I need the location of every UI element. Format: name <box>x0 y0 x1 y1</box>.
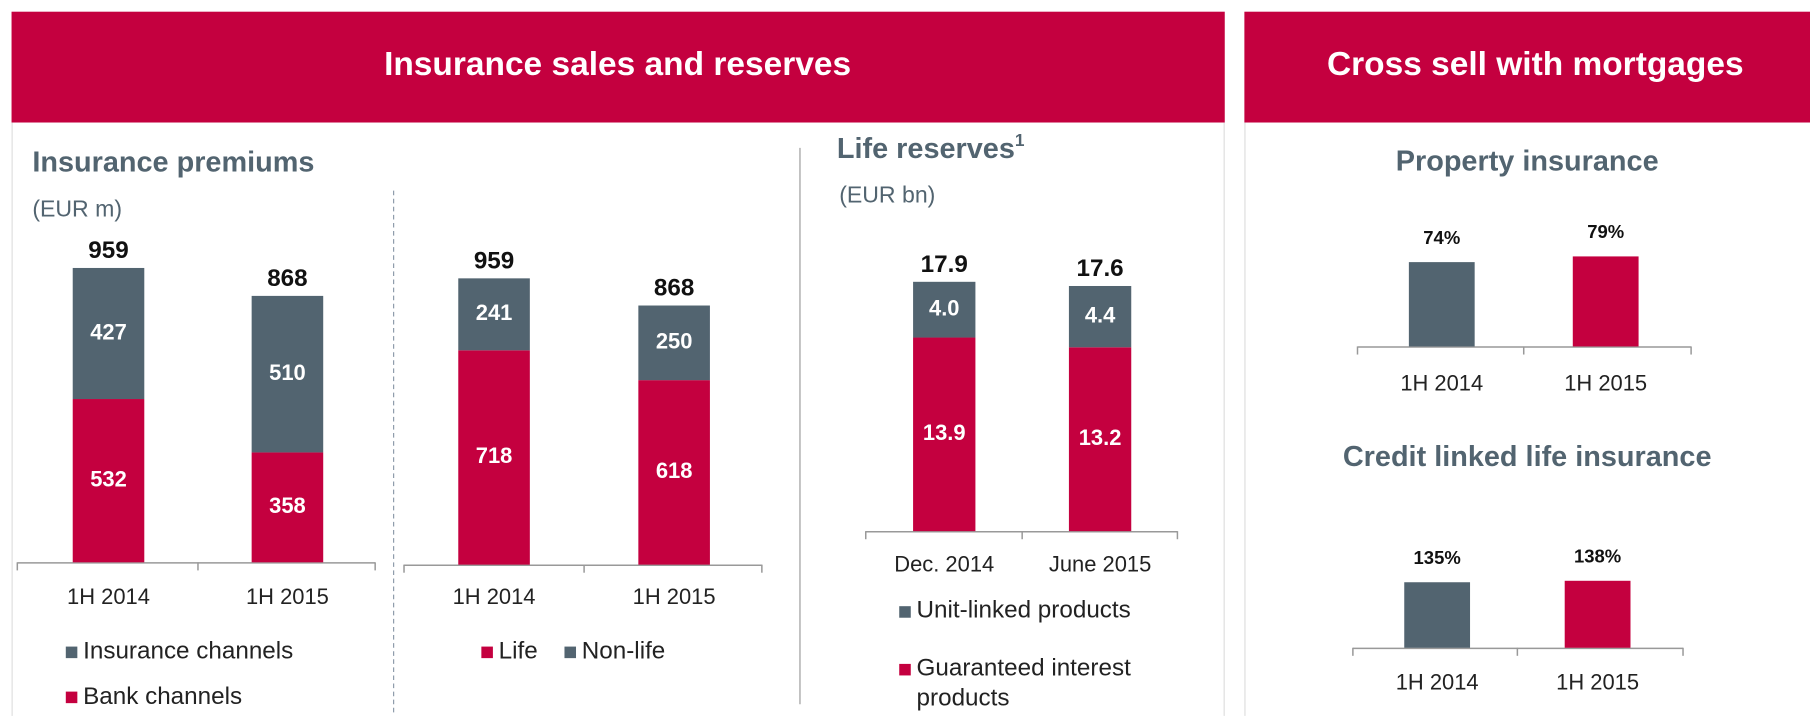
value-label: 79% <box>1587 221 1624 242</box>
legend-swatch <box>564 646 577 659</box>
x-tick-label: 1H 2014 <box>1400 370 1483 395</box>
panel-title: Cross sell with mortgages <box>1327 46 1744 83</box>
value-label: 427 <box>90 319 127 344</box>
bar-segment <box>251 452 324 563</box>
chart-subtitle: (EUR m) <box>32 195 122 221</box>
header-bar <box>11 11 1225 123</box>
x-tick-label: 1H 2015 <box>1564 370 1647 395</box>
value-label: 718 <box>476 443 513 468</box>
bar-segment <box>1068 285 1132 348</box>
x-tick-label: 1H 2014 <box>1396 669 1479 694</box>
value-label: 4.4 <box>1085 302 1116 327</box>
panel-title: Insurance sales and reserves <box>384 46 851 83</box>
legend-label: Life <box>499 638 538 665</box>
legend-label: Non-life <box>582 638 666 665</box>
total-label: 959 <box>88 237 128 264</box>
bar-segment <box>638 305 710 381</box>
legend-label-box: Unit-linked products <box>916 596 1131 624</box>
total-label: 17.6 <box>1076 255 1123 282</box>
x-tick-label: 1H 2015 <box>246 584 329 609</box>
bar-segment <box>913 337 976 532</box>
x-tick-label: Dec. 2014 <box>894 552 994 577</box>
bar <box>1564 580 1631 648</box>
legend-label: Unit-linked products <box>916 596 1131 624</box>
value-label: 618 <box>656 458 693 483</box>
legend-swatch <box>65 646 78 659</box>
total-label: 17.9 <box>921 251 968 278</box>
value-label: 532 <box>90 466 127 491</box>
legend-swatch <box>481 646 493 659</box>
legend-label: Bank channels <box>83 683 242 710</box>
x-tick-label: 1H 2014 <box>67 584 150 609</box>
value-label: 241 <box>476 300 513 325</box>
chart-title: Insurance premiums <box>32 147 314 179</box>
x-tick-label: 1H 2015 <box>633 584 716 609</box>
title-note: 1 <box>1015 130 1025 150</box>
value-label: 358 <box>269 493 306 518</box>
bar <box>1408 262 1475 347</box>
bar-segment <box>251 295 324 453</box>
bar <box>1404 582 1471 648</box>
bar-segment <box>913 281 976 338</box>
legend-label-box: Guaranteed interest products <box>916 654 1131 712</box>
x-tick-label: 1H 2015 <box>1556 669 1639 694</box>
value-label: 13.9 <box>923 420 966 445</box>
value-label: 13.2 <box>1079 425 1122 450</box>
legend-label: Guaranteed interest products <box>916 654 1131 712</box>
value-label: 510 <box>269 360 306 385</box>
x-tick-label: 1H 2014 <box>453 584 536 609</box>
bar-segment <box>1068 347 1132 532</box>
x-tick-label: June 2015 <box>1049 552 1151 577</box>
legend-swatch <box>899 606 911 618</box>
legend-label: Insurance channels <box>83 638 293 665</box>
value-label: 74% <box>1423 227 1460 248</box>
bar <box>1572 256 1639 347</box>
header-bar <box>1244 11 1810 123</box>
bar-segment <box>458 278 530 351</box>
value-label: 250 <box>656 329 693 354</box>
total-label: 868 <box>654 275 694 302</box>
value-label: 135% <box>1414 547 1461 568</box>
chart-title: Property insurance <box>1396 146 1659 178</box>
bar-segment <box>638 380 710 565</box>
bar-segment <box>458 350 530 565</box>
bar-segment <box>72 399 145 563</box>
value-label: 138% <box>1574 546 1621 567</box>
total-label: 959 <box>474 248 514 275</box>
chart-subtitle: (EUR bn) <box>839 181 935 207</box>
chart-title: Credit linked life insurance <box>1343 441 1712 473</box>
chart-title: Life reserves1 <box>837 130 1025 165</box>
value-label: 4.0 <box>929 295 959 320</box>
bar-segment <box>72 267 145 400</box>
total-label: 868 <box>267 265 307 292</box>
legend-swatch <box>65 691 78 704</box>
legend-swatch <box>899 663 911 676</box>
